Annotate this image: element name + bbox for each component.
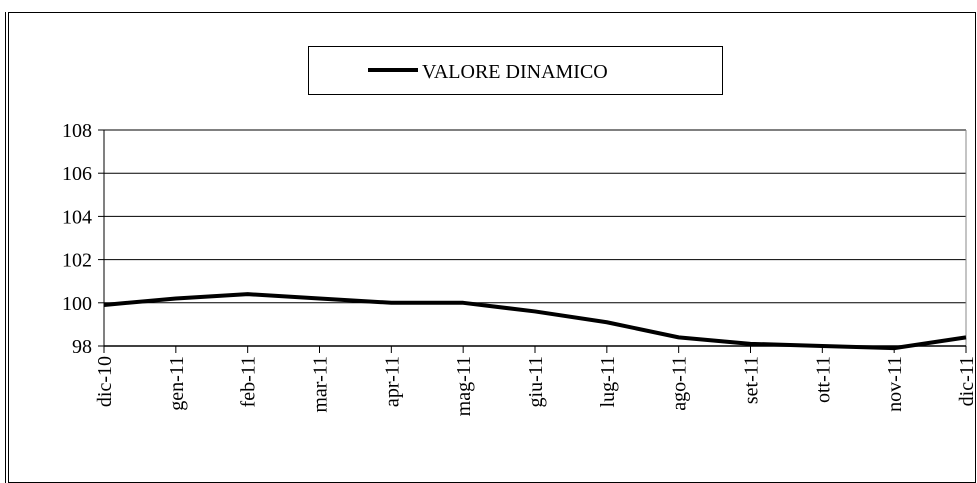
x-tick-label: nov-11 bbox=[884, 356, 906, 412]
x-tick-label: mar-11 bbox=[310, 356, 332, 413]
y-tick-label: 100 bbox=[62, 293, 92, 315]
x-tick-label: gen-11 bbox=[166, 356, 188, 411]
y-tick-label: 102 bbox=[62, 250, 92, 272]
y-tick-label: 104 bbox=[62, 206, 92, 228]
legend-label: VALORE DINAMICO bbox=[422, 61, 608, 83]
x-tick-label: dic-10 bbox=[94, 356, 116, 407]
y-tick-label: 108 bbox=[62, 120, 92, 142]
x-tick-label: set-11 bbox=[741, 356, 763, 404]
x-tick-label: feb-11 bbox=[238, 356, 260, 407]
y-tick-label: 98 bbox=[72, 336, 92, 358]
x-tick-label: mag-11 bbox=[453, 356, 475, 416]
y-tick-label: 106 bbox=[62, 163, 92, 185]
x-tick-label: apr-11 bbox=[381, 356, 403, 407]
x-tick-label: giu-11 bbox=[525, 356, 547, 407]
data-line bbox=[103, 292, 967, 351]
x-tick-label: dic-11 bbox=[956, 356, 977, 406]
x-tick-label: ago-11 bbox=[669, 356, 691, 411]
legend-box bbox=[308, 46, 723, 95]
x-tick-label: lug-11 bbox=[597, 356, 619, 407]
x-tick-label: ott-11 bbox=[812, 356, 834, 403]
legend: VALORE DINAMICO bbox=[368, 61, 608, 83]
